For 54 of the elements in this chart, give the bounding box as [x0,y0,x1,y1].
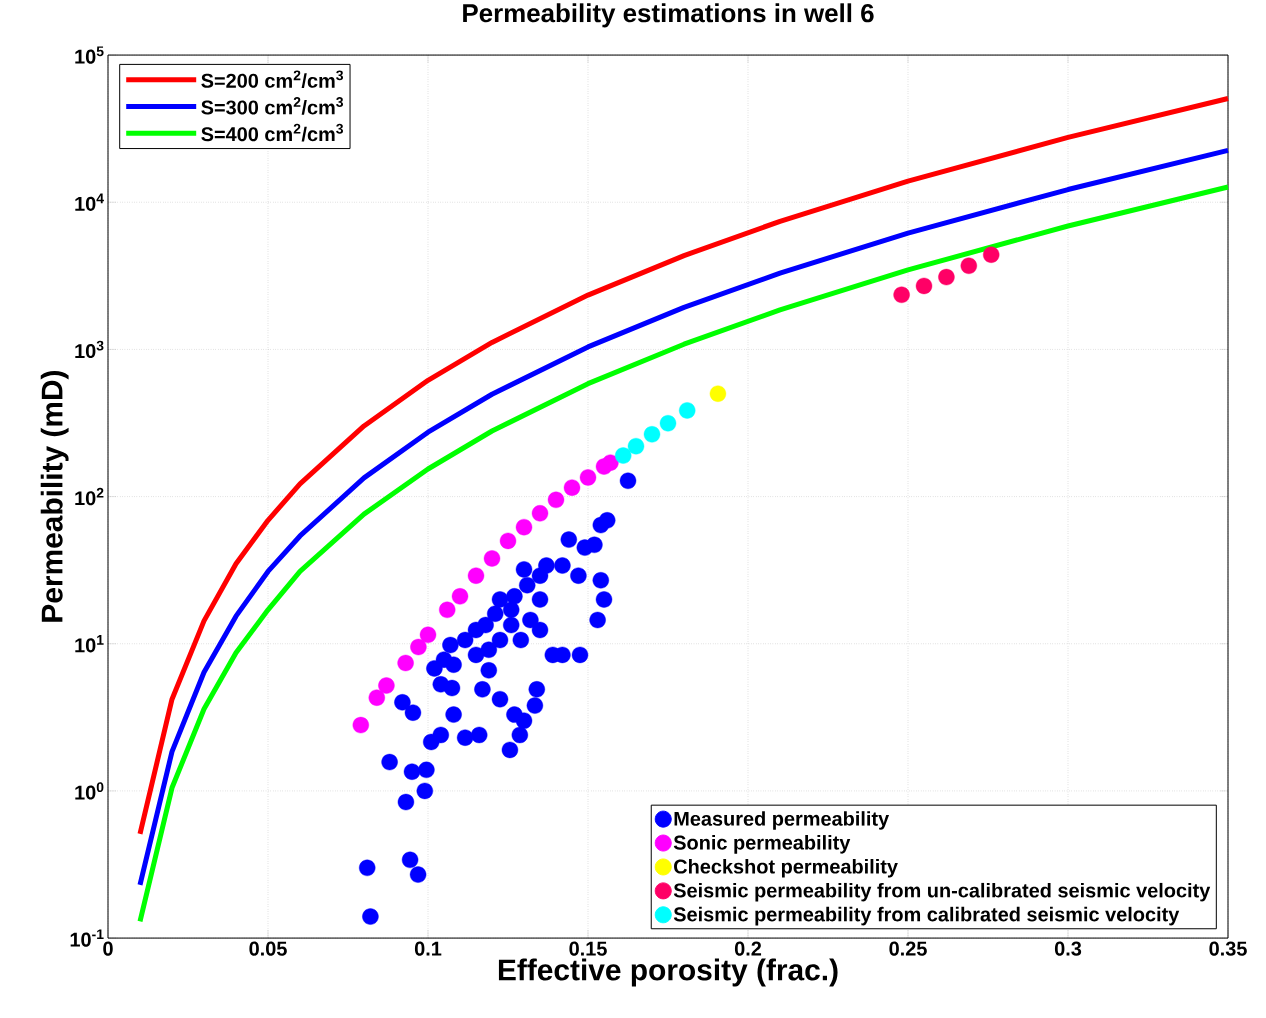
point [960,257,978,274]
point [419,626,437,643]
point [709,385,727,402]
legend-label: Checkshot permeability [674,858,898,878]
point [515,518,533,536]
x-tick-label: 0.3 [1054,941,1082,956]
point [378,677,395,694]
point [627,437,645,455]
x-tick-label: 0.1 [414,941,442,956]
point [499,532,517,550]
point [451,588,469,605]
x-tick-label: 0.15 [569,941,607,956]
legend-label: Sonic permeability [673,835,851,854]
point [615,447,632,464]
point [563,479,581,496]
point [915,277,933,295]
point [893,286,910,303]
x-tick-label: 0.05 [249,941,287,956]
y-tick-label: 10$^{5}$ [75,46,104,64]
legend-label: S=400 cm$^{2}$/cm$^{3}$ [201,123,344,142]
y-axis-title: Permeability (mD) [40,371,69,622]
y-tick-label: 10$^{4}$ [75,193,104,211]
x-tick-label: 0 [103,941,113,956]
x-tick-label: 0.2 [734,941,762,956]
point [679,402,696,419]
point [410,638,427,656]
point [467,567,485,584]
point [938,268,955,286]
point [643,426,661,443]
point [547,491,565,509]
x-tick-label: 0.25 [889,941,927,956]
point [531,505,549,522]
x-tick-label: 0.35 [1209,941,1247,956]
point [579,469,597,486]
legend-label: S=300 cm$^{2}$/cm$^{3}$ [201,97,344,115]
y-tick-label: 10$^{2}$ [75,487,104,506]
y-tick-label: 10$^{1}$ [75,635,104,653]
legend-label: Seismic permeability from calibrated seismic velocity [673,906,1180,926]
point [483,550,501,567]
point [659,415,677,432]
point [368,689,386,706]
legend-label: Measured permeability [674,811,890,830]
legend-label: Seismic permeability from un-calibrated seismic velocity [673,882,1211,902]
chart-title: Permeability estimations in well 6 [463,3,874,28]
point [352,716,370,734]
point [439,601,456,619]
x-axis-title: Effective porosity (frac.) [498,958,838,987]
y-tick-label: 10$^{3}$ [75,340,104,359]
point [983,246,1000,263]
point [602,454,619,471]
y-tick-label: 10$^{-1}$ [70,929,104,947]
point [397,654,414,672]
y-tick-label: 10$^{0}$ [75,782,104,800]
legend-label: S=200 cm$^{2}$/cm$^{3}$ [201,70,344,89]
